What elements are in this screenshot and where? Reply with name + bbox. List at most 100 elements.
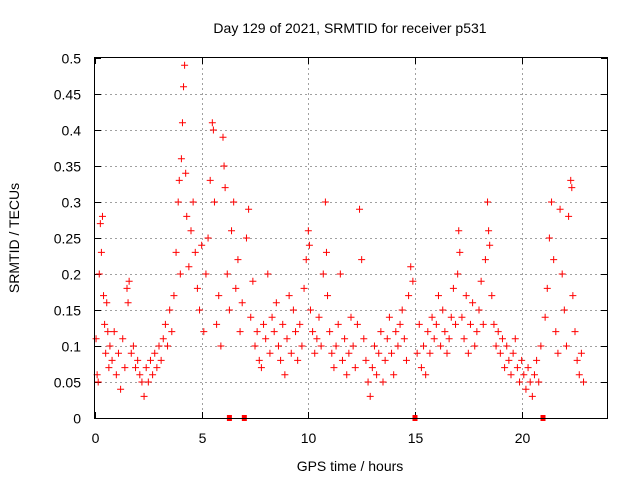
data-point (223, 270, 231, 278)
data-point (567, 176, 575, 184)
data-point (92, 335, 100, 343)
data-point (138, 378, 146, 386)
data-point (170, 292, 178, 300)
data-point (507, 371, 515, 379)
data-point (104, 328, 112, 336)
data-point (238, 299, 246, 307)
data-point (266, 349, 274, 357)
data-point (187, 227, 195, 235)
data-point (428, 313, 436, 321)
data-point (260, 320, 268, 328)
data-point (304, 227, 312, 235)
data-point (228, 227, 236, 235)
data-point (437, 342, 445, 350)
data-point (518, 356, 526, 364)
data-point (119, 335, 127, 343)
data-point (217, 342, 225, 350)
data-point (370, 342, 378, 350)
data-point (434, 292, 442, 300)
data-point (353, 320, 361, 328)
data-point (413, 349, 421, 357)
data-point (149, 371, 157, 379)
data-point (445, 335, 453, 343)
data-point (392, 328, 400, 336)
y-axis: 0 0.05 0.1 0.15 0.2 0.25 0.3 0.35 0.4 0.45 0.5 (54, 51, 607, 427)
data-point (368, 364, 376, 372)
data-point (164, 342, 172, 350)
data-point (123, 284, 131, 292)
data-point (580, 378, 588, 386)
data-point (182, 169, 190, 177)
data-point (146, 356, 154, 364)
data-point (526, 378, 534, 386)
data-point (176, 270, 184, 278)
data-point (469, 299, 477, 307)
data-point (247, 313, 255, 321)
data-point (548, 198, 556, 206)
data-point (206, 176, 214, 184)
y-tick-label: 0.5 (62, 51, 82, 67)
y-tick-label: 0.15 (54, 303, 81, 319)
data-point (432, 320, 440, 328)
data-point (358, 256, 366, 264)
data-point (402, 356, 410, 364)
data-point (503, 342, 511, 350)
data-point (189, 198, 197, 206)
data-point (306, 306, 314, 314)
data-point (351, 364, 359, 372)
data-point (270, 328, 278, 336)
data-point (200, 328, 208, 336)
data-point (313, 335, 321, 343)
data-point (283, 335, 291, 343)
data-point (225, 306, 233, 314)
data-point (464, 349, 472, 357)
data-point (125, 277, 133, 285)
data-point (142, 364, 150, 372)
data-point (166, 306, 174, 314)
data-point (439, 306, 447, 314)
data-point (185, 263, 193, 271)
data-point (516, 378, 524, 386)
data-point (452, 320, 460, 328)
data-point (455, 227, 463, 235)
data-point (409, 277, 417, 285)
data-point (492, 342, 500, 350)
data-point (488, 292, 496, 300)
x-axis: 0 5 10 15 20 (92, 58, 531, 446)
data-point (132, 364, 140, 372)
data-point (255, 356, 263, 364)
data-point (422, 371, 430, 379)
data-point (251, 342, 259, 350)
data-point (174, 198, 182, 206)
data-point (274, 342, 282, 350)
x-tick-label: 20 (515, 430, 531, 446)
data-point (577, 349, 585, 357)
data-point (134, 356, 142, 364)
data-point (305, 241, 313, 249)
x-tick-label: 0 (92, 430, 100, 446)
data-point (349, 342, 357, 350)
data-point (298, 342, 306, 350)
data-point (106, 342, 114, 350)
data-point (373, 371, 381, 379)
data-point (356, 205, 364, 213)
data-point (377, 328, 385, 336)
data-point (383, 335, 391, 343)
data-point (565, 212, 573, 220)
data-point (420, 342, 428, 350)
data-point (473, 328, 481, 336)
data-point (364, 378, 372, 386)
data-point (311, 349, 319, 357)
x-tick-label: 15 (408, 430, 424, 446)
data-point (530, 371, 538, 379)
data-point (366, 392, 374, 400)
data-point (95, 270, 103, 278)
data-point (385, 313, 393, 321)
data-point (543, 284, 551, 292)
data-point (520, 371, 528, 379)
data-point (501, 364, 509, 372)
data-point (535, 378, 543, 386)
data-point (153, 364, 161, 372)
data-point (180, 83, 188, 91)
data-point (475, 306, 483, 314)
